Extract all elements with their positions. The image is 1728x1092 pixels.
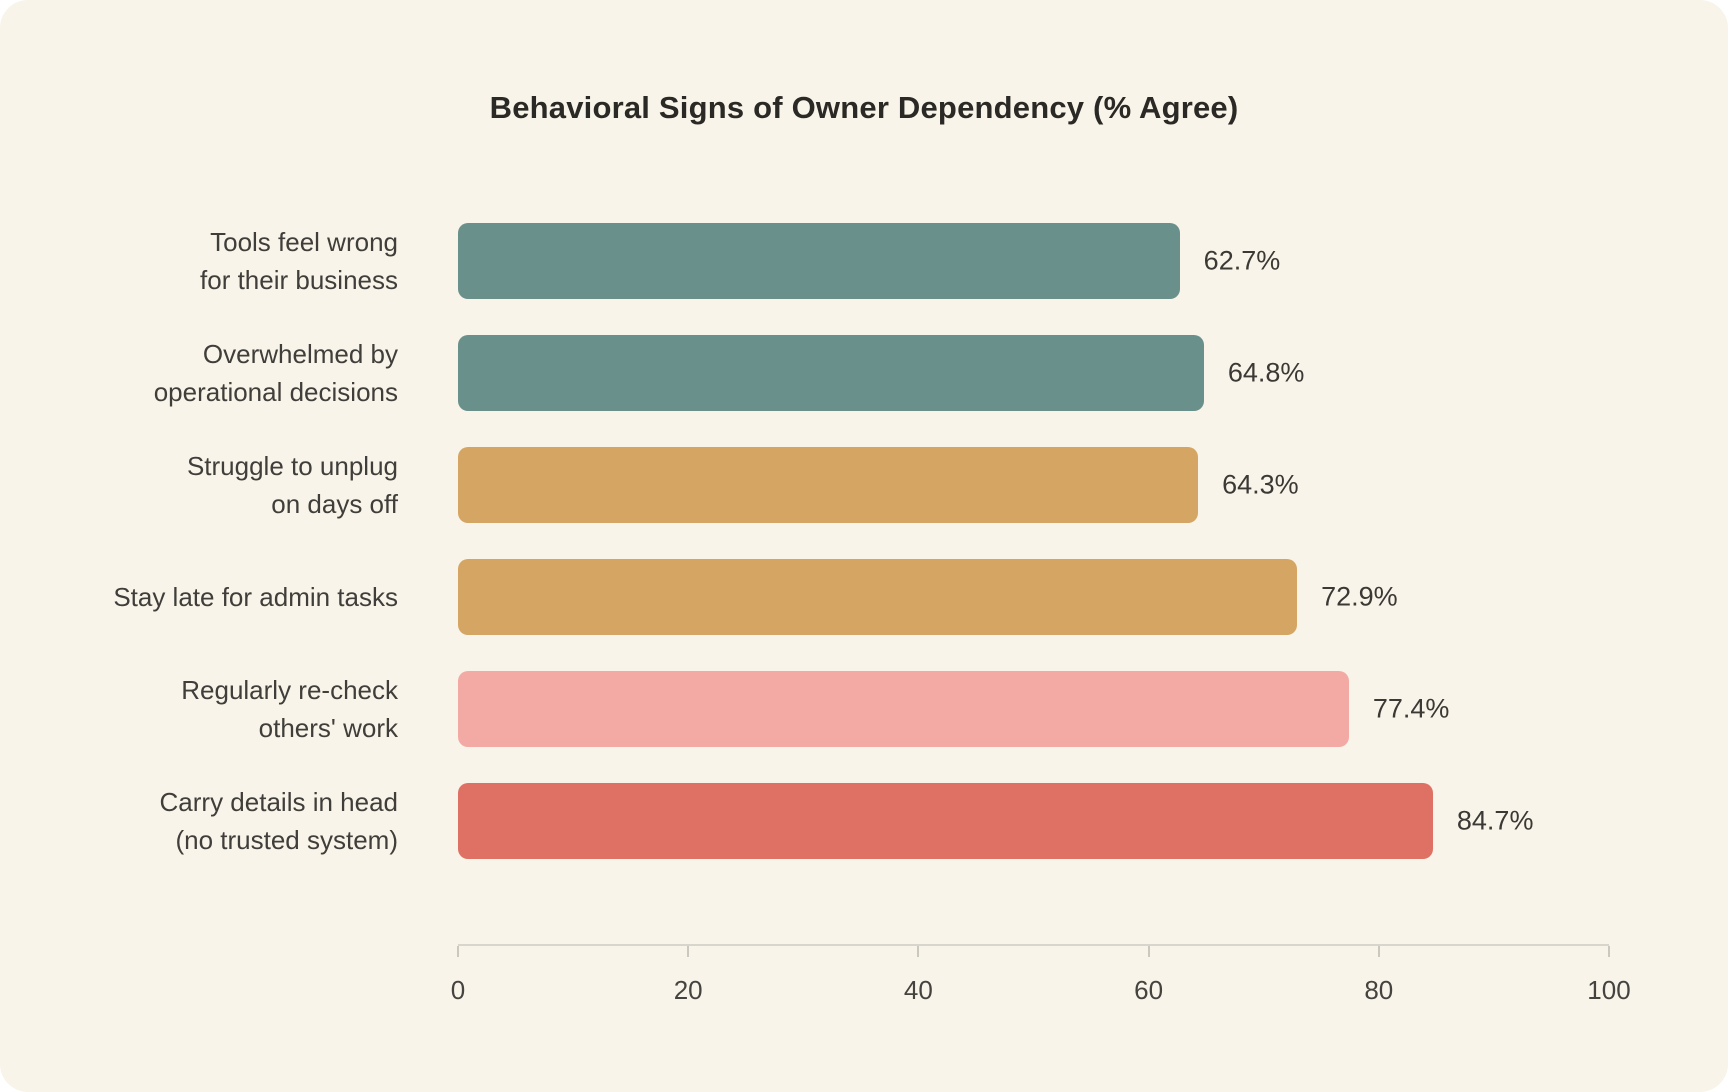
bar-track: 64.3% <box>458 447 1609 523</box>
bar <box>458 447 1199 523</box>
value-label: 84.7% <box>1456 805 1534 836</box>
x-axis-tick <box>1147 946 1150 957</box>
value-label: 77.4% <box>1372 693 1450 724</box>
category-label-line: Struggle to unplug <box>186 451 398 481</box>
value-label: 62.7% <box>1203 245 1281 276</box>
category-label-line: (no trusted system) <box>175 825 398 855</box>
bar <box>458 559 1298 635</box>
chart-row: Struggle to unplug on days off 64.3% <box>0 429 1609 541</box>
category-label-line: others' work <box>258 713 398 743</box>
x-axis-tick-label: 60 <box>1134 975 1164 1005</box>
bar-track: 84.7% <box>458 783 1609 859</box>
x-axis-tick <box>457 946 459 957</box>
bar <box>458 223 1180 299</box>
bar-track: 64.8% <box>458 335 1609 411</box>
bar-chart-rows: Tools feel wrong for their business 62.7%… <box>0 205 1609 877</box>
category-label-line: Carry details in head <box>159 787 398 817</box>
chart-row: Tools feel wrong for their business 62.7% <box>0 205 1609 317</box>
bar-track: 72.9% <box>458 559 1609 635</box>
category-label-line: Regularly re-check <box>181 675 398 705</box>
category-label-line: Tools feel wrong <box>210 227 398 257</box>
x-axis-tick <box>1608 946 1610 957</box>
x-axis-line <box>458 944 1609 946</box>
bar-track: 62.7% <box>458 223 1609 299</box>
x-axis-tick <box>687 946 690 957</box>
bar <box>458 335 1204 411</box>
category-label: Regularly re-check others' work <box>0 671 398 747</box>
bar <box>458 783 1433 859</box>
category-label-line: Overwhelmed by <box>202 339 398 369</box>
category-label: Stay late for admin tasks <box>0 578 398 616</box>
category-label-line: for their business <box>200 265 398 295</box>
x-axis-tick-label: 20 <box>673 975 703 1005</box>
bar <box>458 671 1349 747</box>
x-axis-tick <box>917 946 920 957</box>
category-label-line: operational decisions <box>153 377 398 407</box>
x-axis-tick-label: 100 <box>1587 975 1631 1005</box>
category-label-line: Stay late for admin tasks <box>113 582 398 612</box>
bar-track: 77.4% <box>458 671 1609 747</box>
x-axis: 0 20 40 60 80 100 <box>451 944 1631 1014</box>
chart-row: Regularly re-check others' work 77.4% <box>0 653 1609 765</box>
value-label: 64.3% <box>1222 469 1299 500</box>
x-axis-tick <box>1377 946 1380 957</box>
x-axis-tick-label: 40 <box>903 975 933 1005</box>
x-axis-tick-label: 80 <box>1364 975 1394 1005</box>
chart-row: Carry details in head (no trusted system)… <box>0 765 1609 877</box>
x-axis-tick-label: 0 <box>450 975 466 1005</box>
chart-row: Overwhelmed by operational decisions 64.8… <box>0 317 1609 429</box>
chart-row: Stay late for admin tasks 72.9% <box>0 541 1609 653</box>
category-label: Overwhelmed by operational decisions <box>0 335 398 411</box>
category-label: Carry details in head (no trusted system) <box>0 783 398 859</box>
value-label: 64.8% <box>1227 357 1305 388</box>
value-label: 72.9% <box>1321 581 1398 612</box>
category-label: Tools feel wrong for their business <box>0 223 398 299</box>
category-label: Struggle to unplug on days off <box>0 447 398 523</box>
chart-title: Behavioral Signs of Owner Dependency (% … <box>489 90 1239 125</box>
category-label-line: on days off <box>271 489 398 519</box>
